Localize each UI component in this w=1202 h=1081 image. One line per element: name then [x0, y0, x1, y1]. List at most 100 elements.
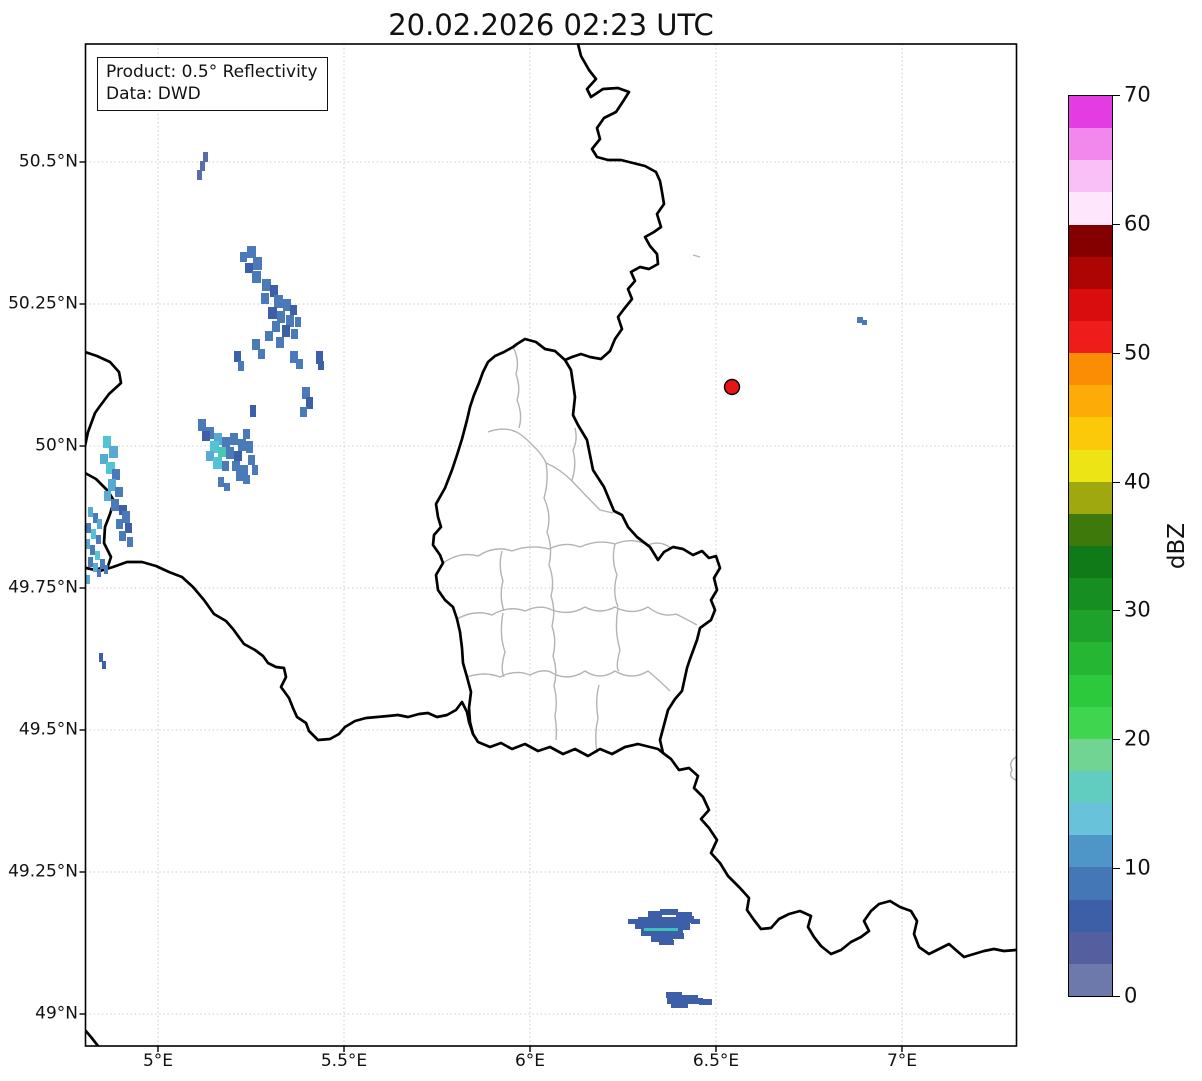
radar-echo-layer	[85, 152, 867, 1008]
radar-echo-rect	[245, 263, 253, 273]
radar-echo-rect	[659, 940, 674, 945]
radar-echo-rect	[226, 447, 234, 459]
colorbar-segment	[1069, 770, 1112, 804]
radar-echo-rect	[109, 446, 118, 458]
radar-echo-rect	[197, 170, 202, 180]
radar-echo-rect	[238, 361, 244, 371]
radar-echo-rect	[641, 929, 663, 936]
colorbar-tick-label: 20	[1124, 726, 1151, 751]
radar-echo-rect	[88, 557, 93, 567]
colorbar	[1068, 95, 1113, 997]
radar-echo-rect	[234, 451, 242, 461]
lon-tick-label: 5°E	[142, 1051, 174, 1071]
colorbar-segment	[1069, 545, 1112, 579]
radar-echo-rect	[253, 257, 262, 270]
colorbar-tick	[1113, 996, 1120, 998]
radar-echo-rect	[671, 1003, 688, 1008]
radar-echo-rect	[628, 919, 640, 924]
data-source-line: Data: DWD	[106, 84, 201, 105]
radar-echo-rect	[96, 535, 101, 544]
radar-echo-rect	[648, 911, 662, 917]
radar-echo-rect	[676, 912, 692, 918]
radar-echo-rect	[699, 999, 712, 1005]
radar-echo-rect	[291, 329, 298, 339]
colorbar-tick-label: 70	[1124, 82, 1151, 107]
colorbar-segment	[1069, 320, 1112, 354]
colorbar-segment	[1069, 578, 1112, 611]
radar-echo-rect	[282, 325, 290, 337]
radar-echo-rect	[316, 351, 323, 364]
lon-tick-label: 7°E	[886, 1051, 918, 1071]
colorbar-segment	[1069, 867, 1112, 900]
radar-echo-rect	[261, 293, 269, 304]
lon-tick-label: 5.5°E	[320, 1051, 368, 1071]
radar-echo-rect	[667, 998, 691, 1004]
plot-background	[85, 44, 1017, 1046]
radar-echo-rect	[99, 653, 103, 662]
radar-echo-rect	[240, 252, 247, 262]
colorbar-segment	[1069, 931, 1112, 964]
radar-echo-rect	[103, 436, 111, 448]
radar-echo-rect	[689, 998, 703, 1004]
border-belgium-germany	[563, 44, 666, 362]
colorbar-segment	[1069, 192, 1112, 225]
radar-echo-rect	[240, 465, 248, 475]
radar-echo-rect	[638, 917, 660, 924]
colorbar-segment	[1069, 481, 1112, 514]
radar-echo-rect	[232, 461, 240, 471]
plot-frame	[84, 43, 1018, 1047]
radar-echo-rect	[248, 455, 255, 465]
radar-echo-rect	[116, 519, 123, 529]
radar-echo-rect	[222, 437, 230, 447]
radar-echo-rect	[265, 331, 273, 341]
radar-echo-rect	[218, 447, 226, 457]
radar-echo-rect	[230, 433, 238, 445]
colorbar-tick	[1113, 482, 1120, 484]
colorbar-tick	[1113, 610, 1120, 612]
radar-echo-rect	[252, 339, 260, 350]
radar-echo-rect	[236, 471, 244, 481]
radar-echo-rect	[213, 457, 222, 469]
colorbar-segment	[1069, 513, 1112, 546]
radar-echo-rect	[268, 307, 277, 319]
radar-echo-rect	[119, 505, 127, 515]
radar-echo-rect	[111, 499, 119, 511]
radar-echo-rect	[112, 469, 120, 480]
colorbar-segment	[1069, 417, 1112, 450]
radar-echo-rect	[296, 359, 303, 369]
radar-echo-rect	[862, 320, 867, 325]
radar-echo-rect	[290, 305, 297, 315]
product-line: Product: 0.5° Reflectivity	[106, 62, 318, 82]
radar-echo-rect	[680, 916, 694, 923]
colorbar-tick	[1113, 224, 1120, 226]
border-belgium-france-west	[85, 350, 123, 448]
colorbar-tick	[1113, 739, 1120, 741]
radar-echo-rect	[90, 545, 95, 555]
radar-echo-rect	[644, 928, 678, 931]
radar-echo-rect	[86, 523, 91, 533]
radar-echo-rect	[300, 407, 307, 417]
radar-echo-rect	[106, 462, 115, 474]
radar-echo-rect	[258, 349, 265, 359]
radar-echo-rect	[200, 161, 205, 171]
colorbar-tick	[1113, 353, 1120, 355]
radar-echo-rect	[104, 491, 111, 501]
gridlines	[85, 44, 1017, 1046]
radar-echo-rect	[306, 397, 313, 409]
radar-echo-rect	[671, 933, 684, 939]
radar-echo-rect	[93, 513, 98, 523]
radar-echo-rect	[295, 317, 301, 327]
colorbar-segment	[1069, 96, 1112, 129]
colorbar-axis-label: dBZ	[1164, 522, 1190, 570]
lon-tick-label: 6.5°E	[692, 1051, 740, 1071]
radar-echo-rect	[243, 475, 250, 484]
border-corner-fragment	[85, 1028, 100, 1046]
colorbar-segment	[1069, 803, 1112, 836]
radar-echo-rect	[210, 441, 219, 453]
radar-echo-rect	[661, 929, 683, 935]
radar-echo-rect	[857, 317, 863, 323]
radar-echo-rect	[666, 992, 682, 998]
border-luxembourg	[431, 337, 722, 758]
colorbar-segment	[1069, 385, 1112, 418]
country-borders	[85, 44, 1017, 1046]
